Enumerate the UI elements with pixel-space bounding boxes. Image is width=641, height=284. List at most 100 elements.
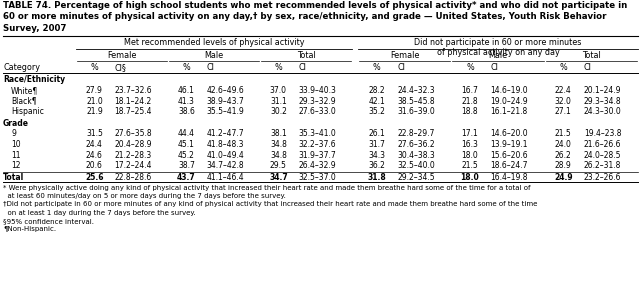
- Text: 19.0–24.9: 19.0–24.9: [490, 97, 528, 105]
- Text: 16.3: 16.3: [462, 140, 478, 149]
- Text: 41.3: 41.3: [178, 97, 195, 105]
- Text: 17.1: 17.1: [462, 130, 478, 139]
- Text: 13.9–19.1: 13.9–19.1: [490, 140, 528, 149]
- Text: Category: Category: [3, 63, 40, 72]
- Text: 18.0: 18.0: [461, 173, 479, 182]
- Text: %: %: [274, 63, 282, 72]
- Text: 46.1: 46.1: [178, 86, 195, 95]
- Text: CI: CI: [206, 63, 215, 72]
- Text: Did not participate in 60 or more minutes
of physical activity on any day: Did not participate in 60 or more minute…: [414, 38, 581, 57]
- Text: 23.2–26.6: 23.2–26.6: [584, 173, 621, 182]
- Text: 34.7–42.8: 34.7–42.8: [206, 161, 244, 170]
- Text: 32.5–40.0: 32.5–40.0: [397, 161, 435, 170]
- Text: Hispanic: Hispanic: [11, 107, 44, 116]
- Text: 34.8: 34.8: [270, 140, 287, 149]
- Text: 35.5–41.9: 35.5–41.9: [206, 107, 244, 116]
- Text: 30.2: 30.2: [270, 107, 287, 116]
- Text: 21.5: 21.5: [555, 130, 572, 139]
- Text: 16.4–19.8: 16.4–19.8: [490, 173, 528, 182]
- Text: 38.5–45.8: 38.5–45.8: [397, 97, 435, 105]
- Text: 24.0: 24.0: [555, 140, 572, 149]
- Text: 44.4: 44.4: [178, 130, 195, 139]
- Text: 31.8: 31.8: [367, 173, 386, 182]
- Text: 20.6: 20.6: [86, 161, 103, 170]
- Text: 26.2–31.8: 26.2–31.8: [584, 161, 621, 170]
- Text: Total: Total: [3, 173, 24, 182]
- Text: 22.4: 22.4: [555, 86, 572, 95]
- Text: 41.1–46.4: 41.1–46.4: [206, 173, 244, 182]
- Text: 21.6–26.6: 21.6–26.6: [584, 140, 621, 149]
- Text: 20.1–24.9: 20.1–24.9: [584, 86, 621, 95]
- Text: 38.7: 38.7: [178, 161, 195, 170]
- Text: 34.7: 34.7: [269, 173, 288, 182]
- Text: 24.4: 24.4: [86, 140, 103, 149]
- Text: 17.2–24.4: 17.2–24.4: [115, 161, 152, 170]
- Text: 23.7–32.6: 23.7–32.6: [115, 86, 153, 95]
- Text: CI: CI: [397, 63, 405, 72]
- Text: 29.5: 29.5: [270, 161, 287, 170]
- Text: 45.1: 45.1: [178, 140, 195, 149]
- Text: Total: Total: [582, 51, 601, 60]
- Text: 19.4–23.8: 19.4–23.8: [584, 130, 621, 139]
- Text: Female: Female: [107, 51, 137, 60]
- Text: 24.3–30.0: 24.3–30.0: [584, 107, 622, 116]
- Text: 43.7: 43.7: [177, 173, 196, 182]
- Text: 38.9–43.7: 38.9–43.7: [206, 97, 244, 105]
- Text: 32.5–37.0: 32.5–37.0: [299, 173, 337, 182]
- Text: 12: 12: [11, 161, 21, 170]
- Text: 32.0: 32.0: [555, 97, 572, 105]
- Text: 11: 11: [11, 151, 21, 160]
- Text: TABLE 74. Percentage of high school students who met recommended levels of physi: TABLE 74. Percentage of high school stud…: [3, 1, 628, 33]
- Text: Grade: Grade: [3, 119, 29, 128]
- Text: 38.6: 38.6: [178, 107, 195, 116]
- Text: §95% confidence interval.: §95% confidence interval.: [3, 218, 94, 224]
- Text: ¶Non-Hispanic.: ¶Non-Hispanic.: [3, 226, 56, 232]
- Text: 31.9–37.7: 31.9–37.7: [299, 151, 337, 160]
- Text: %: %: [90, 63, 98, 72]
- Text: 24.4–32.3: 24.4–32.3: [397, 86, 435, 95]
- Text: 24.0–28.5: 24.0–28.5: [584, 151, 621, 160]
- Text: 31.1: 31.1: [270, 97, 287, 105]
- Text: CI: CI: [299, 63, 306, 72]
- Text: 16.1–21.8: 16.1–21.8: [490, 107, 528, 116]
- Text: * Were physically active doing any kind of physical activity that increased thei: * Were physically active doing any kind …: [3, 185, 531, 191]
- Text: 26.2: 26.2: [555, 151, 572, 160]
- Text: White¶: White¶: [11, 86, 38, 95]
- Text: %: %: [560, 63, 567, 72]
- Text: †Did not participate in 60 or more minutes of any kind of physical activity that: †Did not participate in 60 or more minut…: [3, 201, 537, 207]
- Text: 10: 10: [11, 140, 21, 149]
- Text: 18.0: 18.0: [462, 151, 478, 160]
- Text: 41.8–48.3: 41.8–48.3: [206, 140, 244, 149]
- Text: 14.6–19.0: 14.6–19.0: [490, 86, 528, 95]
- Text: 29.2–34.5: 29.2–34.5: [397, 173, 435, 182]
- Text: 25.6: 25.6: [85, 173, 104, 182]
- Text: 21.2–28.3: 21.2–28.3: [115, 151, 152, 160]
- Text: 29.3–34.8: 29.3–34.8: [584, 97, 622, 105]
- Text: 34.8: 34.8: [270, 151, 287, 160]
- Text: 21.8: 21.8: [462, 97, 478, 105]
- Text: 9: 9: [11, 130, 16, 139]
- Text: 31.5: 31.5: [86, 130, 103, 139]
- Text: Met recommended levels of physical activity: Met recommended levels of physical activ…: [124, 38, 304, 47]
- Text: 35.3–41.0: 35.3–41.0: [299, 130, 337, 139]
- Text: Male: Male: [204, 51, 224, 60]
- Text: CI: CI: [584, 63, 592, 72]
- Text: 42.6–49.6: 42.6–49.6: [206, 86, 244, 95]
- Text: %: %: [183, 63, 190, 72]
- Text: Race/Ethnicity: Race/Ethnicity: [3, 76, 65, 85]
- Text: 33.9–40.3: 33.9–40.3: [299, 86, 337, 95]
- Text: 27.6–33.0: 27.6–33.0: [299, 107, 337, 116]
- Text: 38.1: 38.1: [270, 130, 287, 139]
- Text: 31.7: 31.7: [368, 140, 385, 149]
- Text: 27.1: 27.1: [555, 107, 572, 116]
- Text: 22.8–29.7: 22.8–29.7: [397, 130, 435, 139]
- Text: 27.6–36.2: 27.6–36.2: [397, 140, 435, 149]
- Text: 35.2: 35.2: [368, 107, 385, 116]
- Text: Female: Female: [390, 51, 419, 60]
- Text: 28.9: 28.9: [555, 161, 572, 170]
- Text: Black¶: Black¶: [11, 97, 37, 105]
- Text: 28.2: 28.2: [369, 86, 385, 95]
- Text: 21.5: 21.5: [462, 161, 478, 170]
- Text: Male: Male: [488, 51, 508, 60]
- Text: 29.3–32.9: 29.3–32.9: [299, 97, 337, 105]
